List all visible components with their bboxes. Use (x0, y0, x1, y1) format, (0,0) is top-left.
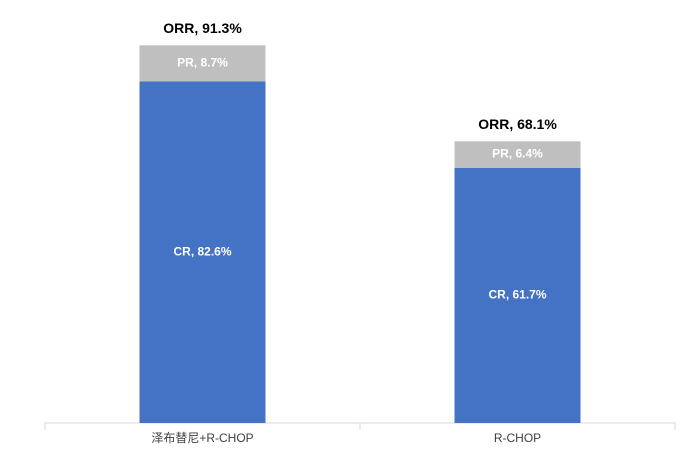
segment-label: PR, 6.4% (492, 147, 543, 161)
bar-segment (139, 45, 266, 82)
segment-label: CR, 82.6% (173, 244, 231, 258)
x-tick-label: R-CHOP (494, 431, 541, 445)
total-label: ORR, 68.1% (478, 116, 557, 132)
bar-segment (454, 141, 581, 168)
total-label: ORR, 91.3% (163, 20, 242, 36)
bar-segment (139, 81, 266, 423)
segment-label: PR, 8.7% (177, 55, 228, 69)
segment-label: CR, 61.7% (488, 288, 546, 302)
bar-segment (454, 167, 581, 423)
x-tick-label: 泽布替尼+R-CHOP (151, 431, 253, 445)
